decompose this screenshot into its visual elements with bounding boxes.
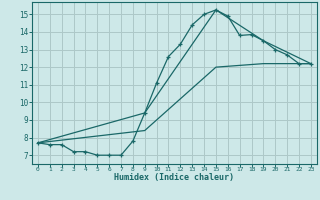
X-axis label: Humidex (Indice chaleur): Humidex (Indice chaleur) [115,173,234,182]
